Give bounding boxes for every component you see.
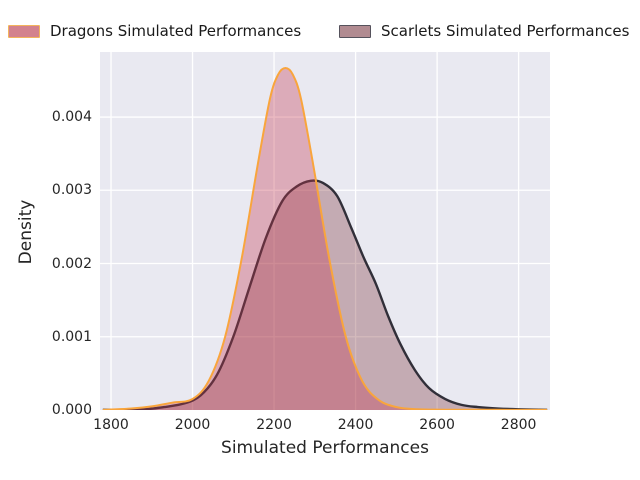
x-tick-label: 1800 — [93, 417, 129, 433]
y-tick-label: 0.001 — [51, 328, 92, 345]
density-plot — [100, 52, 550, 410]
x-tick-label: 2000 — [174, 417, 211, 433]
x-tick-label: 2600 — [419, 417, 455, 433]
y-tick-label: 0.003 — [51, 182, 92, 199]
dragons-density-line — [102, 66, 548, 410]
y-tick-label: 0.000 — [51, 402, 92, 418]
x-axis-label: Simulated Performances — [221, 438, 429, 458]
plot-area — [100, 52, 550, 410]
y-axis-label: Density — [16, 199, 36, 265]
scarlets-density-fill — [102, 180, 548, 410]
scarlets-legend-label: Scarlets Simulated Performances — [381, 22, 630, 40]
scarlets-density-line — [102, 179, 548, 410]
y-tick-label: 0.004 — [51, 109, 92, 126]
x-tick-label: 2200 — [256, 417, 292, 433]
dragons-legend-label: Dragons Simulated Performances — [50, 22, 302, 40]
y-tick-label: 0.002 — [51, 255, 92, 272]
legend-item-dragons: Dragons Simulated Performances — [8, 22, 301, 40]
legend-item-scarlets: Scarlets Simulated Performances — [339, 22, 629, 40]
scarlets-legend-swatch — [339, 24, 371, 38]
x-tick-label: 2400 — [337, 417, 374, 433]
x-tick-label: 2800 — [500, 417, 537, 433]
dragons-legend-swatch — [8, 24, 40, 38]
